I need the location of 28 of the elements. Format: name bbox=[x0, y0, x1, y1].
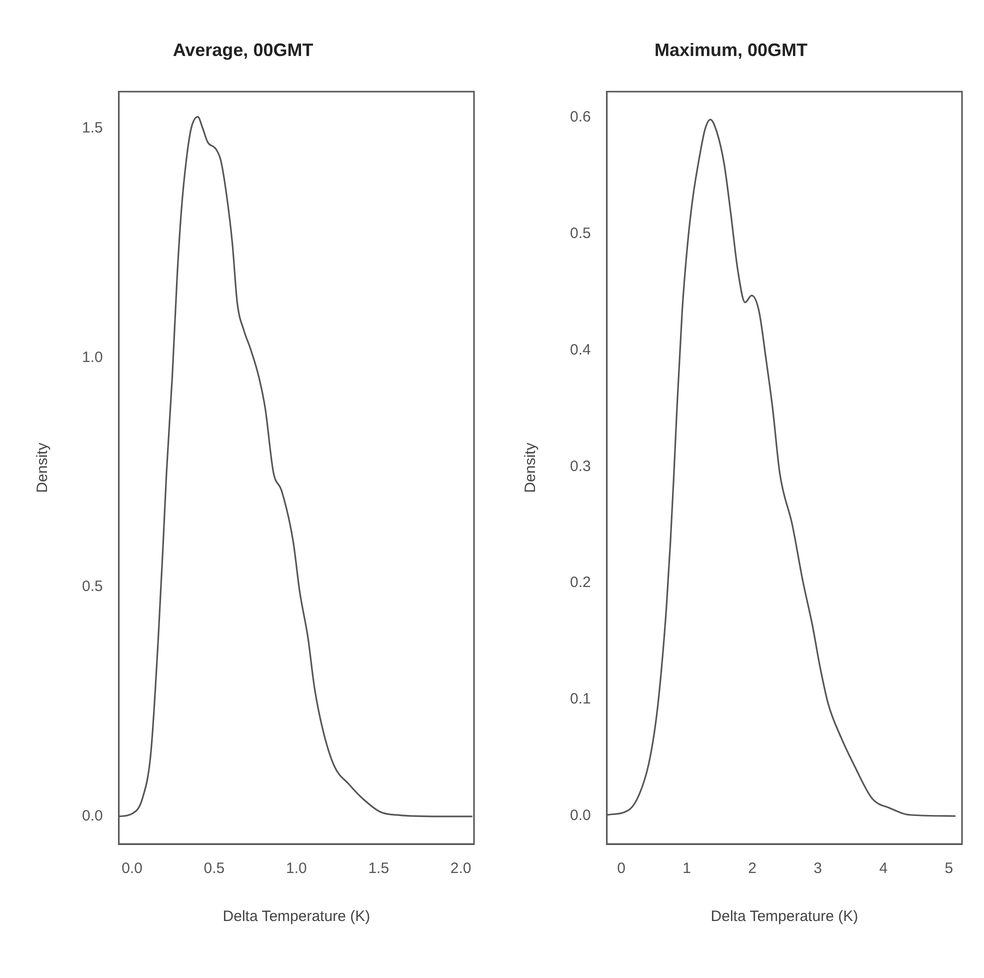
y-tick-label: 1.5 bbox=[82, 119, 103, 136]
x-tick-label: 0.0 bbox=[122, 860, 142, 878]
y-tick-label: 1.0 bbox=[82, 348, 103, 366]
y-tick-label: 0.5 bbox=[570, 224, 591, 242]
y-tick-label: 0.4 bbox=[570, 341, 591, 358]
x-tick-label: 3 bbox=[814, 860, 822, 878]
chart-title: Maximum, 00GMT bbox=[654, 40, 808, 60]
x-tick-label: 4 bbox=[879, 860, 888, 878]
y-tick-label: 0.3 bbox=[570, 458, 591, 475]
x-axis-title: Delta Temperature (K) bbox=[710, 908, 858, 926]
y-tick-label: 0.6 bbox=[570, 108, 591, 126]
x-tick-label: 1.0 bbox=[286, 860, 307, 878]
y-tick-label: 0.0 bbox=[570, 807, 591, 824]
x-tick-label: 0 bbox=[617, 860, 626, 878]
y-tick-label: 0.1 bbox=[570, 690, 591, 708]
x-tick-label: 2.0 bbox=[450, 860, 472, 878]
y-tick-label: 0.0 bbox=[82, 808, 103, 825]
y-axis-title: Density bbox=[34, 442, 52, 493]
y-tick-label: 0.5 bbox=[82, 578, 103, 596]
x-tick-label: 1 bbox=[682, 860, 691, 878]
x-tick-label: 1.5 bbox=[368, 860, 390, 878]
chart-title: Average, 00GMT bbox=[172, 40, 314, 60]
x-axis-title: Delta Temperature (K) bbox=[222, 908, 370, 926]
x-tick-label: 5 bbox=[944, 860, 954, 878]
x-tick-label: 2 bbox=[748, 860, 756, 878]
y-axis-title: Density bbox=[522, 442, 540, 493]
x-tick-label: 0.5 bbox=[204, 860, 225, 878]
y-tick-label: 0.2 bbox=[570, 574, 591, 592]
